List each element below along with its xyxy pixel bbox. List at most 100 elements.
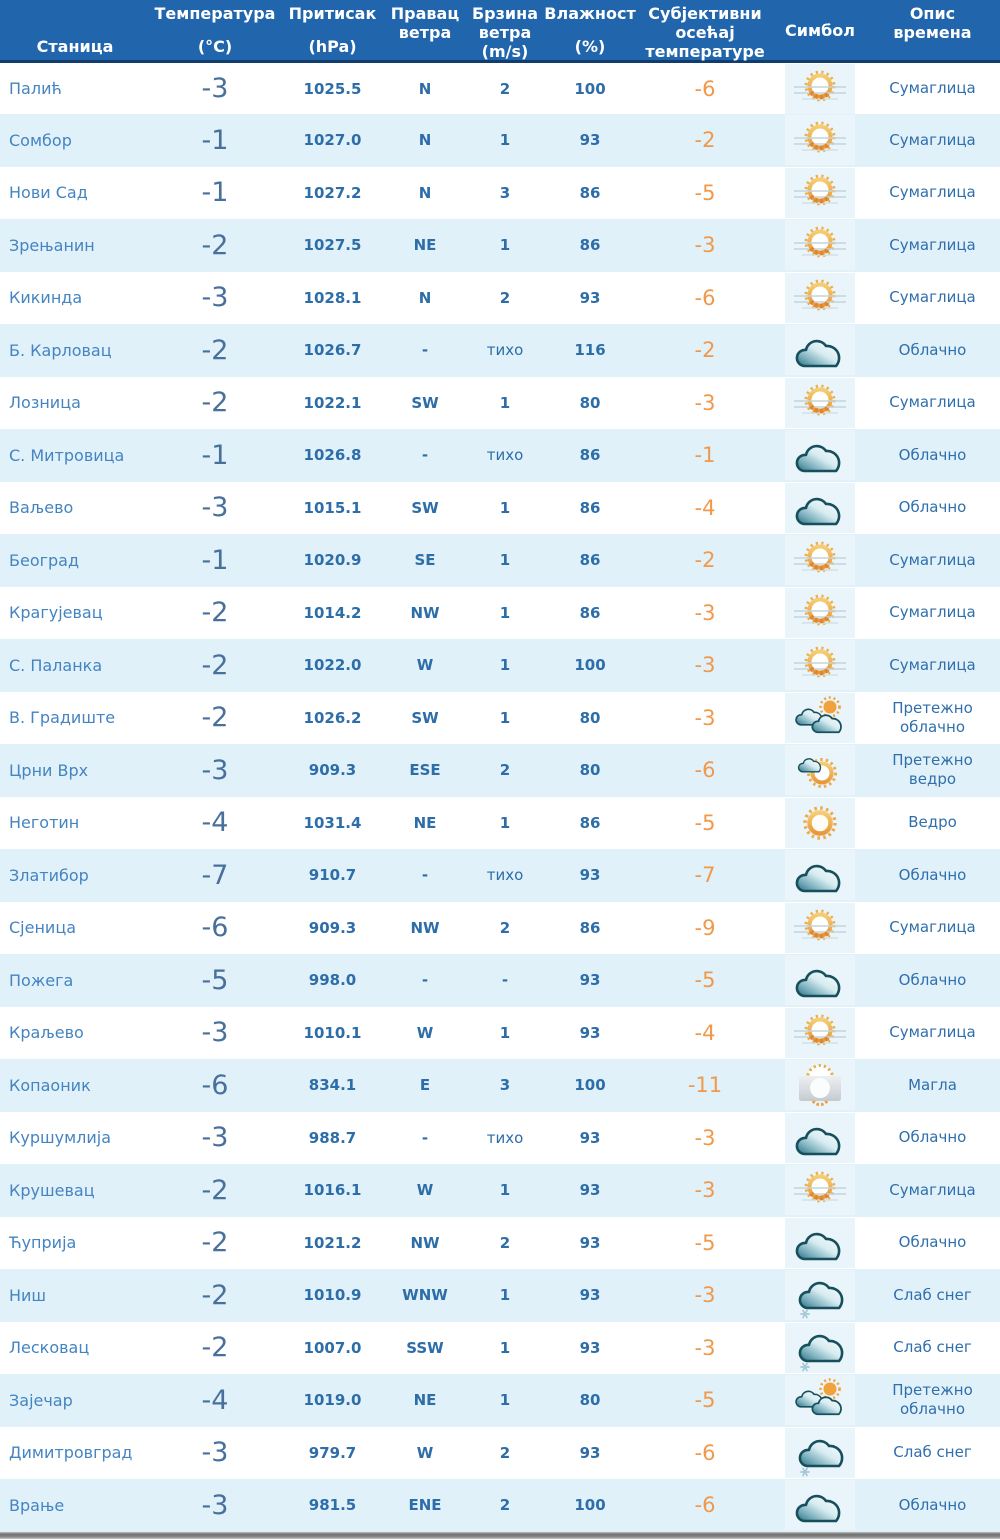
description-cell: Сумаглица — [865, 902, 1000, 955]
table-row: Б. Карловац -2 1026.7 - тихо 116 -2 Облачно — [0, 324, 1000, 377]
temperature-cell-value: -3 — [201, 754, 229, 786]
wind-speed-cell-value: 1 — [499, 393, 511, 412]
humidity-cell-value: 86 — [579, 498, 601, 517]
wind-direction-cell-value: N — [418, 183, 432, 202]
cloud-icon — [785, 1480, 855, 1531]
description-cell: Сумаглица — [865, 639, 1000, 692]
humidity-cell: 86 — [545, 534, 635, 587]
col-header-station: Станица — [0, 0, 150, 63]
wind-direction-cell-value: ESE — [409, 761, 441, 780]
feels-like-cell: -5 — [635, 797, 775, 850]
table-row: Лозница -2 1022.1 SW 1 80 -3 Сумаглица — [0, 376, 1000, 430]
wind-direction-cell: SW — [385, 692, 465, 745]
station-cell: Копаоник — [0, 1059, 150, 1112]
mist-sun-icon — [785, 377, 855, 428]
description-cell: Претежно ведро — [865, 744, 1000, 797]
mist-sun-icon — [785, 115, 855, 166]
feels-like-cell: -1 — [635, 429, 775, 482]
feels-like-cell-value: -6 — [694, 285, 716, 310]
table-row: Лесковац -2 1007.0 SSW 1 93 -3 Слаб снег — [0, 1321, 1000, 1374]
feels-like-cell-value: -11 — [687, 1073, 723, 1098]
description-cell-value: Претежно облачно — [892, 698, 973, 736]
mist-sun-icon — [785, 220, 855, 271]
pressure-cell: 998.0 — [280, 954, 385, 1007]
mist-sun-icon — [785, 167, 855, 218]
description-cell-value: Сумаглица — [889, 550, 976, 569]
description-cell: Сумаглица — [865, 114, 1000, 167]
station-cell: Пожега — [0, 954, 150, 1007]
station-cell-value: В. Градиште — [9, 708, 116, 728]
symbol-cell — [775, 482, 865, 535]
pressure-cell: 1015.1 — [280, 482, 385, 535]
symbol-cell — [775, 429, 865, 482]
temperature-cell: -2 — [150, 692, 280, 745]
humidity-cell-value: 116 — [574, 341, 606, 360]
pressure-cell-value: 1010.1 — [303, 1023, 362, 1042]
symbol-cell — [775, 377, 865, 430]
symbol-cell — [775, 272, 865, 325]
station-cell-value: С. Митровица — [9, 445, 125, 465]
feels-like-cell: -5 — [635, 954, 775, 1007]
mist-sun-icon — [785, 1165, 855, 1216]
humidity-cell: 86 — [545, 167, 635, 220]
humidity-cell-value: 80 — [579, 761, 601, 780]
pressure-cell: 909.3 — [280, 744, 385, 797]
wind-direction-cell-value: NE — [413, 1391, 437, 1410]
table-row: Златибор -7 910.7 - тихо 93 -7 Облачно — [0, 849, 1000, 902]
pressure-cell: 1010.1 — [280, 1007, 385, 1060]
temperature-cell-value: -1 — [201, 177, 229, 209]
col-header-wind-speed: Брзина ветра (m/s) — [465, 0, 545, 63]
feels-like-cell-value: -6 — [694, 76, 716, 101]
humidity-cell-value: 100 — [574, 79, 606, 98]
col-header-wind-direction-line: ветра — [398, 23, 452, 42]
station-cell-value: Лесковац — [9, 1338, 90, 1358]
col-header-description-line: времена — [893, 23, 972, 42]
feels-like-cell: -7 — [635, 849, 775, 902]
temperature-cell: -2 — [150, 1164, 280, 1217]
wind-direction-cell: N — [385, 167, 465, 220]
station-cell: Врање — [0, 1479, 150, 1532]
station-cell-value: Врање — [9, 1495, 65, 1515]
wind-direction-cell: SW — [385, 377, 465, 430]
humidity-cell: 80 — [545, 1374, 635, 1427]
wind-speed-cell-value: - — [501, 971, 509, 990]
humidity-cell: 80 — [545, 744, 635, 797]
table-row: Крагујевац -2 1014.2 NW 1 86 -3 Сумаглица — [0, 586, 1000, 640]
pressure-cell-value: 981.5 — [308, 1496, 357, 1515]
pressure-cell: 979.7 — [280, 1427, 385, 1480]
horizontal-scrollbar[interactable] — [0, 1531, 1000, 1539]
humidity-cell: 93 — [545, 272, 635, 325]
humidity-cell-value: 93 — [579, 1128, 601, 1147]
col-header-temperature-line: (°C) — [197, 37, 233, 56]
col-header-wind-speed-line: (m/s) — [481, 42, 529, 61]
wind-direction-cell: NW — [385, 587, 465, 640]
pressure-cell-value: 834.1 — [308, 1076, 357, 1095]
table-row: Палић -3 1025.5 N 2 100 -6 Сумаглица — [0, 61, 1000, 114]
feels-like-cell-value: -2 — [694, 128, 716, 153]
wind-direction-cell: - — [385, 324, 465, 377]
feels-like-cell: -5 — [635, 1374, 775, 1427]
temperature-cell: -1 — [150, 114, 280, 167]
pressure-cell-value: 1021.2 — [303, 1233, 362, 1252]
feels-like-cell: -6 — [635, 1479, 775, 1532]
temperature-cell: -7 — [150, 849, 280, 902]
station-cell: Лозница — [0, 377, 150, 430]
wind-speed-cell: 2 — [465, 1479, 545, 1532]
feels-like-cell-value: -1 — [694, 443, 716, 468]
description-cell-value: Облачно — [898, 865, 967, 884]
col-header-feels-like-line: температуре — [645, 42, 765, 61]
wind-direction-cell-value: W — [416, 1181, 434, 1200]
wind-speed-cell: 1 — [465, 1164, 545, 1217]
wind-speed-cell: 1 — [465, 482, 545, 535]
description-cell-value: Облачно — [898, 445, 967, 464]
cloud-icon — [785, 1217, 855, 1268]
description-cell: Магла — [865, 1059, 1000, 1112]
temperature-cell: -2 — [150, 1217, 280, 1270]
feels-like-cell: -6 — [635, 744, 775, 797]
table-row: Ваљево -3 1015.1 SW 1 86 -4 Облачно — [0, 481, 1000, 535]
station-cell: Сомбор — [0, 114, 150, 167]
pressure-cell: 1019.0 — [280, 1374, 385, 1427]
station-cell: С. Паланка — [0, 639, 150, 692]
wind-direction-cell: SE — [385, 534, 465, 587]
description-cell: Облачно — [865, 1217, 1000, 1270]
